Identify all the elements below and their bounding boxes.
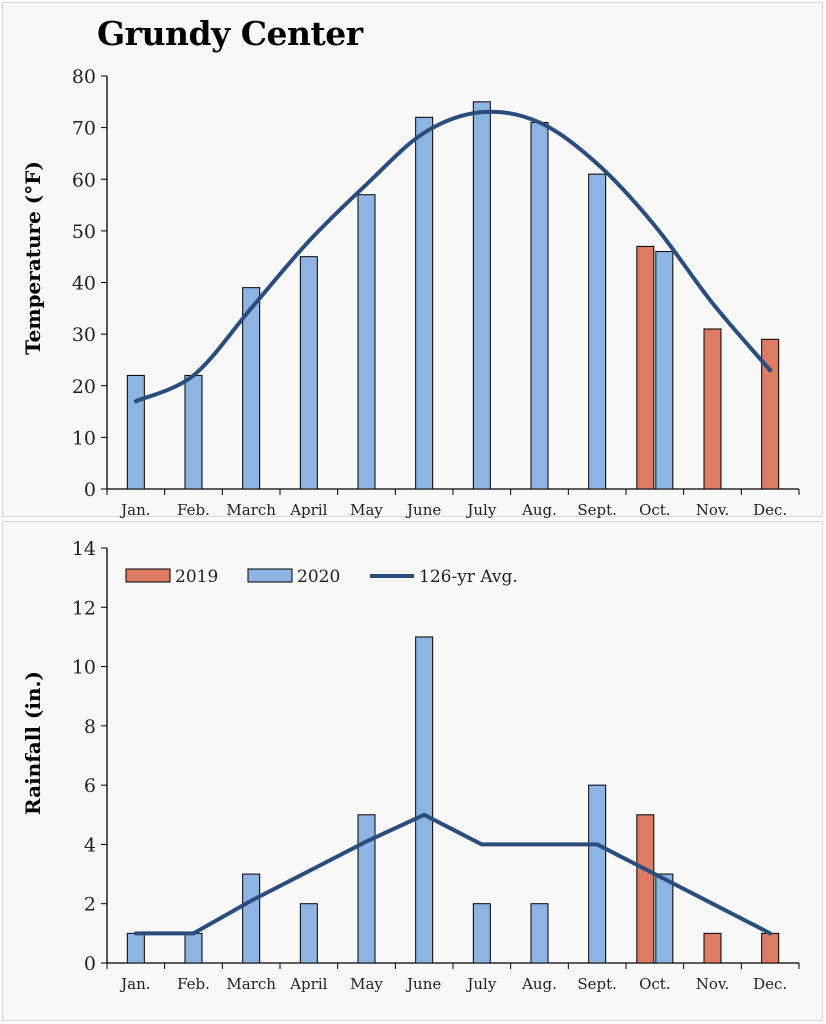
x-tick-label: Jan. bbox=[119, 975, 150, 993]
y-tick-label: 0 bbox=[84, 953, 96, 975]
x-tick-label: June bbox=[405, 501, 441, 519]
bar-2020 bbox=[184, 932, 203, 964]
x-tick-label: July bbox=[465, 975, 496, 993]
x-tick-label: Nov. bbox=[696, 975, 730, 993]
x-tick-label: Feb. bbox=[177, 501, 210, 519]
bar-2020 bbox=[299, 903, 318, 964]
legend-swatch-2019 bbox=[125, 568, 171, 583]
y-tick-label: 40 bbox=[72, 273, 96, 295]
legend-label-2020: 2020 bbox=[297, 567, 340, 587]
bar-2020 bbox=[126, 374, 145, 490]
bar-2020 bbox=[357, 194, 376, 490]
x-tick-label: Sept. bbox=[577, 975, 617, 993]
chart-title: Grundy Center bbox=[97, 14, 363, 53]
bar-2020 bbox=[530, 903, 549, 964]
y-tick-label: 50 bbox=[72, 221, 96, 243]
bar-2020 bbox=[655, 251, 674, 490]
x-tick-label: Aug. bbox=[521, 501, 557, 519]
x-tick-label: May bbox=[350, 975, 383, 993]
y-tick-label: 20 bbox=[72, 376, 96, 398]
bar-2020 bbox=[184, 374, 203, 490]
avg-line bbox=[133, 812, 773, 936]
y-tick-label: 4 bbox=[84, 834, 96, 856]
bar-2019 bbox=[761, 932, 780, 964]
y-tick-label: 2 bbox=[84, 894, 96, 916]
bar-2020 bbox=[242, 287, 261, 490]
x-tick-label: Oct. bbox=[639, 975, 671, 993]
chart-0: 0 10 20 30 40 50 60 70 80 Jan. Feb. March April May Ju… bbox=[21, 66, 800, 519]
legend-swatch-2020 bbox=[247, 568, 293, 583]
bar-2020 bbox=[415, 116, 434, 490]
bar-2019 bbox=[703, 328, 722, 490]
x-tick-label: April bbox=[289, 501, 327, 519]
x-tick-label: Oct. bbox=[639, 501, 671, 519]
y-tick-label: 10 bbox=[72, 657, 96, 679]
x-tick-label: June bbox=[405, 975, 441, 993]
bar-2019 bbox=[636, 814, 655, 964]
x-tick-label: May bbox=[350, 501, 383, 519]
y-axis-label: Temperature (°F) bbox=[21, 161, 45, 355]
x-tick-label: Nov. bbox=[696, 501, 730, 519]
y-tick-label: 30 bbox=[72, 324, 96, 346]
x-tick-label: March bbox=[226, 501, 276, 519]
legend-label-2019: 2019 bbox=[175, 567, 218, 587]
x-tick-label: April bbox=[289, 975, 327, 993]
bar-2020 bbox=[588, 784, 607, 964]
x-tick-label: Feb. bbox=[177, 975, 210, 993]
y-tick-label: 12 bbox=[72, 597, 96, 619]
x-tick-label: Jan. bbox=[119, 501, 150, 519]
bar-2020 bbox=[415, 636, 434, 964]
x-tick-label: Dec. bbox=[753, 501, 787, 519]
bar-2019 bbox=[703, 932, 722, 964]
bar-2020 bbox=[472, 101, 491, 490]
y-axis-label: Rainfall (in.) bbox=[21, 671, 45, 815]
avg-line bbox=[133, 109, 773, 404]
bar-2020 bbox=[655, 873, 674, 964]
y-tick-label: 0 bbox=[84, 479, 96, 501]
bar-2020 bbox=[126, 932, 145, 964]
legend: 2019 2020 126-yr Avg. bbox=[125, 567, 518, 587]
x-tick-label: Aug. bbox=[521, 975, 557, 993]
bar-2020 bbox=[472, 903, 491, 964]
x-tick-label: March bbox=[226, 975, 276, 993]
y-tick-label: 70 bbox=[72, 118, 96, 140]
x-tick-label: Dec. bbox=[753, 975, 787, 993]
bar-2020 bbox=[530, 121, 549, 490]
y-tick-label: 14 bbox=[72, 538, 96, 560]
y-tick-label: 8 bbox=[84, 716, 96, 738]
legend-label-avg: 126-yr Avg. bbox=[419, 567, 518, 587]
y-tick-label: 60 bbox=[72, 169, 96, 191]
y-tick-label: 6 bbox=[84, 775, 96, 797]
bar-2020 bbox=[299, 256, 318, 490]
x-tick-label: July bbox=[465, 501, 496, 519]
x-tick-label: Sept. bbox=[577, 501, 617, 519]
chart-1: 0 2 4 6 8 10 12 14 Jan. Feb. March April May June July… bbox=[21, 538, 800, 993]
y-tick-label: 80 bbox=[72, 66, 96, 88]
bar-2020 bbox=[357, 814, 376, 964]
bar-2019 bbox=[761, 338, 780, 490]
y-tick-label: 10 bbox=[72, 427, 96, 449]
bar-2020 bbox=[242, 873, 261, 964]
bar-2019 bbox=[636, 245, 655, 490]
bar-2020 bbox=[588, 173, 607, 490]
